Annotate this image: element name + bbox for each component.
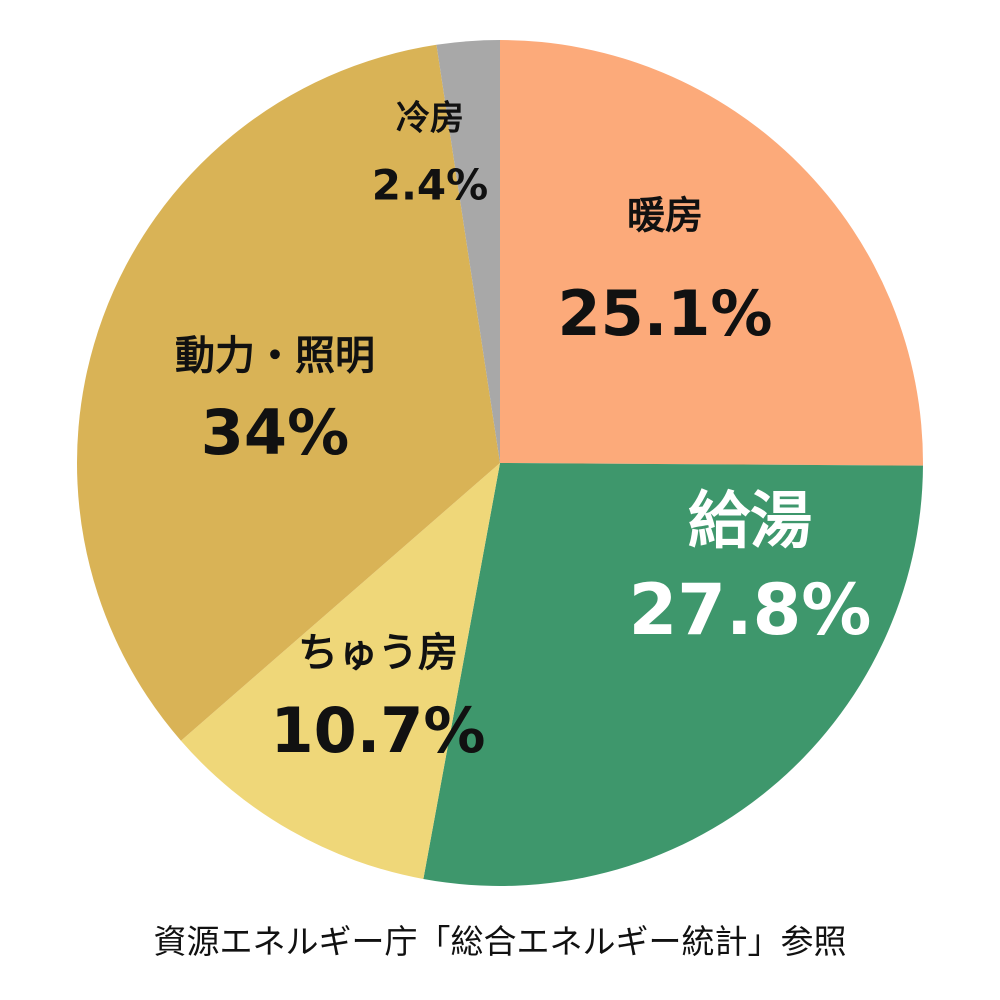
pie-slice (180, 463, 500, 879)
slice-name-label: 冷房 (396, 99, 464, 139)
slice-name-label: ちゅう房 (298, 630, 458, 676)
slice-value-label: 25.1% (557, 277, 772, 350)
slice-name-label: 動力・照明 (175, 333, 375, 379)
slice-value-label: 27.8% (629, 569, 872, 651)
slice-name-label: 給湯 (688, 484, 812, 557)
slice-value-label: 10.7% (270, 694, 485, 767)
slice-value-label: 2.4% (372, 161, 488, 210)
pie-slices (76, 40, 923, 887)
slice-name-label: 暖房 (627, 194, 703, 238)
pie-slice (76, 44, 501, 741)
pie-labels: 暖房 25.1% 給湯 27.8% ちゅう房 10.7% 動力・照明 34% 冷房 2.4% (175, 99, 871, 768)
pie-slice (500, 40, 923, 466)
pie-slice (423, 463, 923, 887)
source-note: 資源エネルギー庁「総合エネルギー統計」参照 (153, 922, 847, 961)
pie-slice (436, 40, 500, 463)
slice-value-label: 34% (201, 396, 349, 469)
